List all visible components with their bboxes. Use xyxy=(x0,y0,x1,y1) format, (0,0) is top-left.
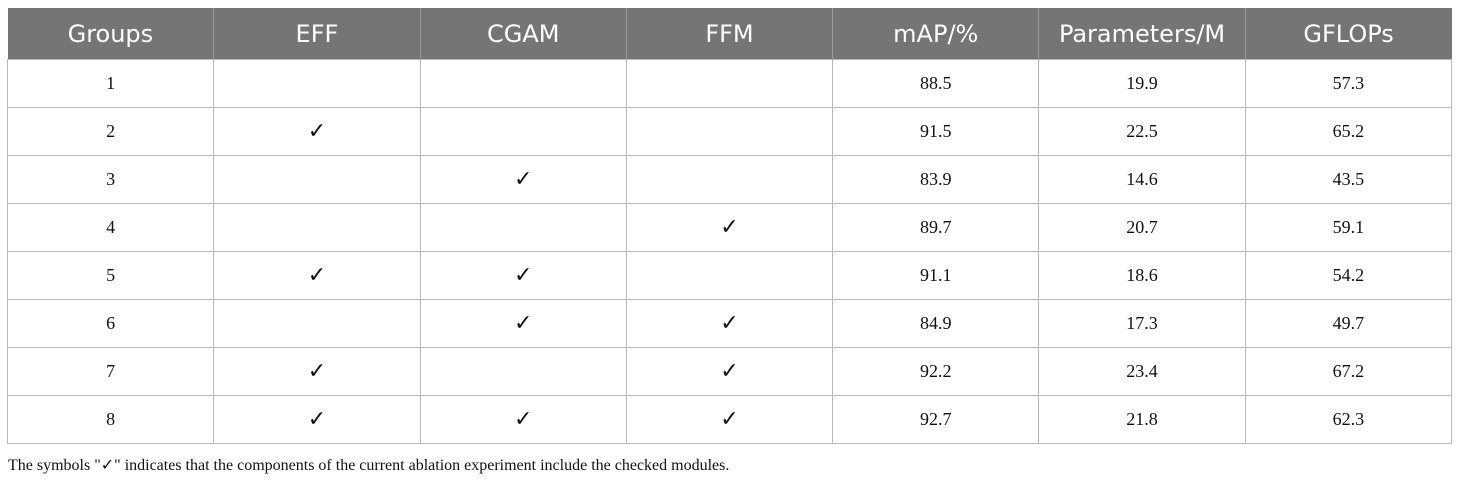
cell-gflops: 67.2 xyxy=(1244,347,1453,396)
cell-eff xyxy=(213,203,421,252)
header-groups: Groups xyxy=(7,8,214,60)
cell-eff: ✓ xyxy=(213,251,421,300)
table-row: 4 ✓ 89.7 20.7 59.1 xyxy=(6,203,1453,252)
cell-cgam: ✓ xyxy=(419,251,627,300)
header-parameters: Parameters/M xyxy=(1038,8,1246,60)
check-mark-icon: ✓ xyxy=(720,311,739,336)
table-row: 3 ✓ 83.9 14.6 43.5 xyxy=(6,155,1453,204)
ablation-table: Groups EFF CGAM FFM mAP/% Parameters/M G… xyxy=(6,8,1453,444)
table-row: 1 88.5 19.9 57.3 xyxy=(6,59,1453,108)
ablation-table-container: Groups EFF CGAM FFM mAP/% Parameters/M G… xyxy=(6,8,1453,444)
cell-parameters: 14.6 xyxy=(1038,155,1246,204)
cell-gflops: 59.1 xyxy=(1244,203,1453,252)
cell-cgam: ✓ xyxy=(419,155,627,204)
cell-ffm: ✓ xyxy=(625,347,834,396)
check-mark-icon: ✓ xyxy=(513,311,533,336)
header-map: mAP/% xyxy=(832,8,1039,60)
header-eff: EFF xyxy=(213,8,421,60)
check-mark-icon: ✓ xyxy=(307,263,327,288)
check-mark-icon: ✓ xyxy=(307,119,327,144)
cell-ffm xyxy=(625,59,834,108)
cell-cgam: ✓ xyxy=(419,395,627,444)
check-mark-icon: ✓ xyxy=(100,455,115,474)
cell-parameters: 22.5 xyxy=(1038,107,1246,156)
cell-cgam xyxy=(419,203,627,252)
footnote-prefix: The symbols " xyxy=(8,457,101,474)
cell-cgam xyxy=(419,107,627,156)
cell-eff xyxy=(213,155,421,204)
cell-eff: ✓ xyxy=(213,107,421,156)
cell-cgam xyxy=(419,59,627,108)
check-mark-icon: ✓ xyxy=(513,263,533,288)
cell-ffm: ✓ xyxy=(625,203,834,252)
cell-group: 3 xyxy=(6,155,215,204)
check-mark-icon: ✓ xyxy=(720,407,739,432)
footnote-suffix: " indicates that the components of the c… xyxy=(114,457,730,474)
cell-map: 92.2 xyxy=(832,347,1040,396)
table-row: 8 ✓ ✓ ✓ 92.7 21.8 62.3 xyxy=(6,395,1453,444)
cell-gflops: 54.2 xyxy=(1244,251,1453,300)
cell-eff xyxy=(213,299,421,348)
header-gflops: GFLOPs xyxy=(1244,8,1452,60)
check-mark-icon: ✓ xyxy=(513,167,533,192)
cell-eff: ✓ xyxy=(213,347,421,396)
cell-map: 83.9 xyxy=(832,155,1040,204)
cell-ffm: ✓ xyxy=(625,299,834,348)
cell-map: 88.5 xyxy=(832,59,1040,108)
table-header: Groups EFF CGAM FFM mAP/% Parameters/M G… xyxy=(7,8,1452,60)
cell-group: 4 xyxy=(6,203,215,252)
table-footnote: The symbols "✓" indicates that the compo… xyxy=(8,455,729,475)
cell-eff: ✓ xyxy=(213,395,421,444)
cell-group: 6 xyxy=(6,299,215,348)
check-mark-icon: ✓ xyxy=(720,215,739,240)
cell-group: 5 xyxy=(6,251,215,300)
cell-parameters: 21.8 xyxy=(1038,395,1246,444)
cell-gflops: 57.3 xyxy=(1244,59,1453,108)
cell-parameters: 19.9 xyxy=(1038,59,1246,108)
cell-cgam: ✓ xyxy=(419,299,627,348)
cell-map: 92.7 xyxy=(832,395,1040,444)
cell-ffm xyxy=(625,155,834,204)
table-row: 7 ✓ ✓ 92.2 23.4 67.2 xyxy=(6,347,1453,396)
cell-ffm: ✓ xyxy=(625,395,834,444)
cell-map: 91.5 xyxy=(832,107,1040,156)
cell-group: 7 xyxy=(6,347,215,396)
cell-ffm xyxy=(625,107,834,156)
cell-parameters: 20.7 xyxy=(1038,203,1246,252)
cell-ffm xyxy=(625,251,834,300)
cell-parameters: 23.4 xyxy=(1038,347,1246,396)
cell-map: 89.7 xyxy=(832,203,1040,252)
cell-group: 1 xyxy=(6,59,215,108)
cell-map: 91.1 xyxy=(832,251,1040,300)
check-mark-icon: ✓ xyxy=(720,359,739,384)
header-row: Groups EFF CGAM FFM mAP/% Parameters/M G… xyxy=(7,8,1452,60)
cell-gflops: 62.3 xyxy=(1244,395,1453,444)
cell-cgam xyxy=(419,347,627,396)
table-row: 6 ✓ ✓ 84.9 17.3 49.7 xyxy=(6,299,1453,348)
table-row: 5 ✓ ✓ 91.1 18.6 54.2 xyxy=(6,251,1453,300)
cell-map: 84.9 xyxy=(832,299,1040,348)
cell-gflops: 43.5 xyxy=(1244,155,1453,204)
table-body: 1 88.5 19.9 57.3 2 ✓ 91.5 22.5 65.2 3 ✓ 83.9 14.6 43.… xyxy=(6,59,1453,444)
table-row: 2 ✓ 91.5 22.5 65.2 xyxy=(6,107,1453,156)
cell-group: 8 xyxy=(6,395,215,444)
cell-group: 2 xyxy=(6,107,215,156)
header-ffm: FFM xyxy=(625,8,833,60)
cell-parameters: 18.6 xyxy=(1038,251,1246,300)
check-mark-icon: ✓ xyxy=(307,359,327,384)
cell-gflops: 49.7 xyxy=(1244,299,1453,348)
check-mark-icon: ✓ xyxy=(513,407,533,432)
cell-gflops: 65.2 xyxy=(1244,107,1453,156)
cell-parameters: 17.3 xyxy=(1038,299,1246,348)
check-mark-icon: ✓ xyxy=(307,407,327,432)
header-cgam: CGAM xyxy=(419,8,627,60)
cell-eff xyxy=(213,59,421,108)
